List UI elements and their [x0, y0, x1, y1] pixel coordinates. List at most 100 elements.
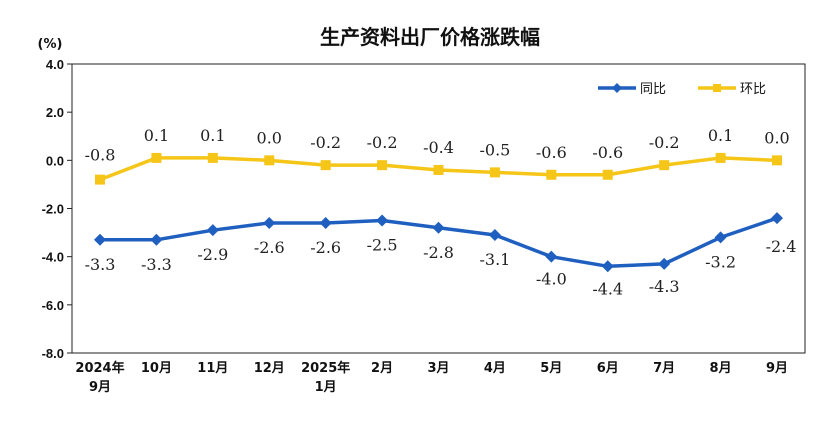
data-label: -3.3: [141, 255, 172, 274]
x-tick-line: 2025年: [301, 360, 350, 376]
data-point-marker: [206, 224, 219, 237]
data-label: 0.0: [764, 128, 789, 147]
y-unit-label: (%): [38, 37, 63, 52]
data-label: -4.3: [649, 277, 680, 296]
x-tick-line: 2月: [371, 361, 393, 376]
data-point-marker: [376, 214, 389, 227]
data-label: -3.1: [479, 250, 510, 269]
data-point-marker: [319, 216, 332, 229]
x-tick-label: 2月: [371, 361, 393, 376]
y-tick-label: -4.0: [42, 250, 64, 265]
chart-title: 生产资料出厂价格涨跌幅: [320, 25, 540, 49]
data-label: -2.6: [310, 238, 341, 257]
x-tick-line: 6月: [597, 361, 619, 376]
data-point-marker: [602, 169, 613, 180]
x-tick-label: 2025年 1月: [301, 360, 350, 395]
x-tick-label: 7月: [653, 361, 675, 376]
series-layer: [94, 152, 783, 273]
plot-frame: [71, 63, 806, 354]
x-tick-line: 4月: [484, 361, 506, 376]
legend-label: 环比: [740, 82, 766, 97]
data-label: -0.2: [310, 133, 341, 152]
data-point-marker: [377, 160, 388, 171]
data-label: 0.1: [708, 126, 733, 145]
data-point-marker: [715, 152, 726, 163]
legend: 同比 环比: [598, 82, 766, 97]
legend-swatch-marker: [612, 83, 622, 93]
data-point-marker: [95, 174, 105, 185]
x-tick-line: 9月: [766, 361, 788, 376]
x-tick-line: 1月: [315, 380, 337, 395]
data-label: -4.4: [592, 279, 623, 298]
data-point-marker: [150, 233, 163, 246]
y-tick-label: 4.0: [46, 57, 64, 72]
data-point-marker: [771, 212, 783, 225]
data-point-marker: [546, 169, 557, 180]
x-tick-label: 3月: [427, 361, 449, 376]
x-tick-label: 5月: [540, 361, 562, 376]
y-tick-label: 2.0: [46, 105, 64, 120]
data-point-marker: [488, 228, 501, 241]
data-label: -2.8: [423, 243, 454, 262]
x-tick-label: 12月: [254, 361, 285, 376]
x-axis: 2024年 9月 10月 11月 12月 2025年 1月 2月 3月 4月 5月 6月 7月 8月 9月: [75, 360, 788, 395]
x-tick-line: 11月: [197, 361, 228, 376]
data-point-marker: [263, 216, 276, 229]
x-tick-line: 7月: [653, 361, 675, 376]
data-label: 0.1: [144, 126, 169, 145]
data-label: -0.5: [479, 140, 510, 159]
data-label: -0.6: [536, 143, 567, 162]
x-tick-line: 10月: [141, 361, 172, 376]
data-label: -0.6: [592, 143, 623, 162]
x-tick-label: 6月: [597, 361, 619, 376]
x-tick-label: 8月: [710, 361, 732, 376]
data-label: -0.2: [649, 133, 680, 152]
data-label: -0.2: [367, 133, 398, 152]
data-point-marker: [264, 155, 275, 166]
data-labels: -3.3 -3.3 -2.9 -2.6 -2.6 -2.5 -2.8 -3.1 -4.0 -4.4…: [85, 126, 797, 298]
legend-label: 同比: [640, 82, 666, 97]
x-tick-label: 10月: [141, 361, 172, 376]
data-label: -3.2: [705, 252, 736, 271]
data-point-marker: [658, 257, 671, 270]
y-tick-label: 0.0: [46, 153, 64, 168]
data-point-marker: [433, 164, 444, 175]
data-point-marker: [601, 260, 614, 273]
y-tick-label: -6.0: [42, 298, 64, 313]
data-label: -0.8: [85, 146, 116, 165]
data-point-marker: [207, 152, 218, 163]
data-label: -2.6: [254, 238, 285, 257]
data-point-marker: [432, 221, 445, 234]
data-point-marker: [320, 160, 331, 171]
data-point-marker: [714, 231, 727, 244]
data-label: -2.9: [197, 245, 228, 264]
y-axis: 4.0 2.0 0.0 -2.0 -4.0 -6.0 -8.0: [42, 57, 72, 361]
x-tick-label: 9月: [766, 361, 788, 376]
data-label: 0.1: [200, 126, 225, 145]
x-tick-line: 5月: [540, 361, 562, 376]
data-label: -3.3: [85, 255, 116, 274]
x-tick-label: 11月: [197, 361, 228, 376]
data-point-marker: [772, 155, 782, 166]
x-tick-label: 4月: [484, 361, 506, 376]
data-point-marker: [94, 233, 106, 246]
data-point-marker: [151, 152, 162, 163]
x-tick-line: 12月: [254, 361, 285, 376]
data-point-marker: [545, 250, 558, 263]
y-tick-label: -8.0: [42, 346, 64, 361]
x-tick-line: 9月: [89, 380, 111, 395]
data-point-marker: [659, 160, 670, 171]
legend-swatch-marker: [713, 84, 721, 92]
data-label: -4.0: [536, 270, 567, 289]
x-tick-line: 2024年: [75, 360, 124, 376]
data-label: -0.4: [423, 138, 454, 157]
x-tick-line: 3月: [427, 361, 449, 376]
data-label: 0.0: [257, 128, 282, 147]
y-tick-label: -2.0: [42, 202, 64, 217]
x-tick-line: 8月: [710, 361, 732, 376]
data-point-marker: [489, 167, 500, 178]
data-label: -2.5: [367, 236, 398, 255]
x-tick-label: 2024年 9月: [75, 360, 124, 395]
data-label: -2.4: [766, 237, 797, 256]
